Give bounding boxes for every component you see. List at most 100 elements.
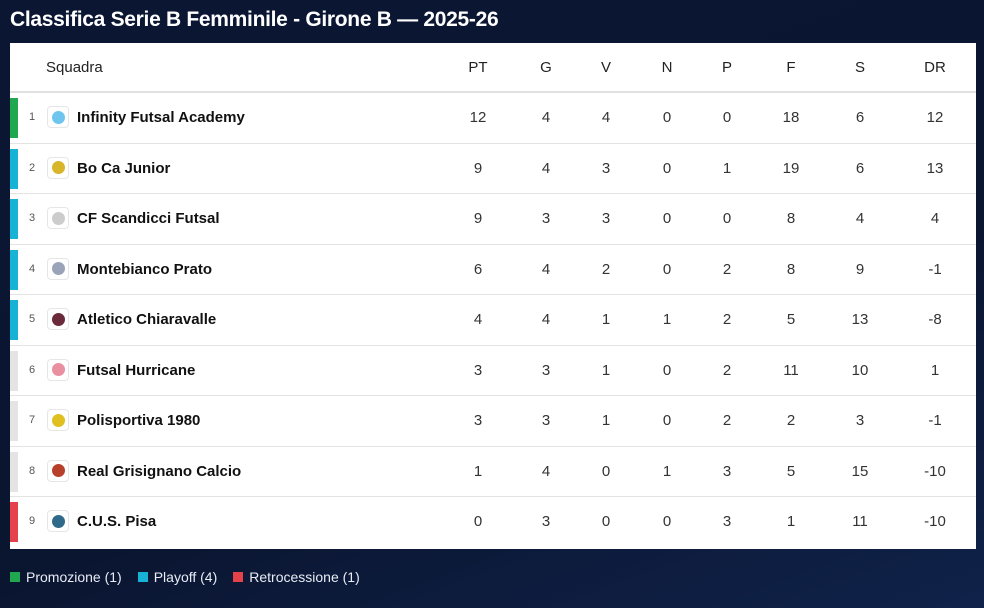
- stat-p: 1: [722, 159, 732, 177]
- stat-n: 0: [662, 159, 672, 177]
- stat-p: 2: [722, 412, 732, 429]
- team-name[interactable]: C.U.S. Pisa: [77, 513, 157, 530]
- stat-p: 3: [722, 513, 732, 530]
- stat-n: 1: [662, 311, 672, 328]
- team-name[interactable]: Bo Ca Junior: [77, 159, 171, 177]
- stat-s: 9: [855, 260, 865, 278]
- team-logo-icon: [47, 156, 69, 179]
- stat-f: 18: [782, 109, 800, 126]
- position: 2: [28, 161, 36, 174]
- stat-p: 2: [722, 311, 732, 328]
- stat-g: 4: [541, 260, 551, 278]
- team-name[interactable]: Montebianco Prato: [77, 260, 213, 278]
- stat-v: 1: [601, 361, 611, 379]
- legend-label: Promozione (1): [26, 569, 122, 585]
- team-logo-icon: [47, 308, 69, 330]
- stat-v: 2: [601, 260, 611, 278]
- stat-s: 3: [855, 412, 865, 429]
- stat-g: 4: [541, 109, 551, 126]
- stat-v: 0: [601, 513, 611, 530]
- team-name[interactable]: Polisportiva 1980: [77, 412, 201, 429]
- stat-v: 3: [601, 210, 611, 227]
- table-row[interactable]: 3 CF Scandicci Futsal 9 3 3 0 0 8 4 4: [10, 194, 976, 245]
- legend-swatch: [233, 572, 244, 582]
- stat-dr: 13: [926, 159, 944, 177]
- team-logo-icon: [47, 409, 69, 431]
- stat-f: 8: [786, 260, 796, 278]
- team-name[interactable]: CF Scandicci Futsal: [77, 210, 220, 227]
- stat-dr: 12: [926, 109, 944, 126]
- table-row[interactable]: 8 Real Grisignano Calcio 1 4 0 1 3 5 15 -10: [10, 447, 976, 497]
- position: 7: [28, 414, 36, 426]
- legend-label: Playoff (4): [153, 569, 218, 585]
- stat-dr: -1: [928, 412, 942, 429]
- zone-indicator: [10, 249, 18, 290]
- stat-f: 5: [786, 311, 796, 328]
- legend-item-retrocessione: Retrocessione (1): [233, 569, 360, 585]
- header-team[interactable]: Squadra: [46, 59, 103, 76]
- team-logo-icon: [47, 358, 69, 381]
- header-v[interactable]: V: [600, 59, 611, 76]
- stat-s: 11: [852, 513, 868, 530]
- standings-table: Squadra PT G V N P F S DR 1 Infinity Futsal Aca…: [10, 43, 976, 549]
- header-s[interactable]: S: [854, 59, 865, 76]
- team-logo-icon: [47, 459, 69, 482]
- position: 3: [28, 212, 36, 224]
- header-pt[interactable]: PT: [468, 59, 488, 76]
- table-row[interactable]: 4 Montebianco Prato 6 4 2 0 2 8 9 -1: [10, 245, 976, 295]
- stat-f: 2: [786, 412, 796, 429]
- header-dr[interactable]: DR: [924, 59, 946, 76]
- team-name[interactable]: Real Grisignano Calcio: [77, 462, 242, 480]
- stat-pt: 3: [473, 412, 483, 429]
- stat-n: 0: [662, 513, 672, 530]
- stat-n: 0: [662, 260, 672, 278]
- stat-n: 0: [662, 109, 672, 126]
- table-row[interactable]: 9 C.U.S. Pisa 0 3 0 0 3 1 11 -10: [10, 497, 976, 548]
- zone-indicator: [10, 451, 18, 492]
- header-f[interactable]: F: [786, 59, 796, 76]
- stat-p: 2: [722, 260, 732, 278]
- table-row[interactable]: 7 Polisportiva 1980 3 3 1 0 2 2 3 -1: [10, 396, 976, 447]
- stat-s: 13: [851, 311, 869, 328]
- stat-dr: -10: [924, 513, 946, 530]
- stat-pt: 6: [473, 260, 483, 278]
- stat-f: 19: [782, 159, 800, 177]
- team-logo-icon: [47, 257, 69, 280]
- stat-dr: 1: [930, 361, 940, 379]
- stat-g: 4: [541, 159, 551, 177]
- stat-f: 11: [783, 361, 799, 379]
- table-row[interactable]: 5 Atletico Chiaravalle 4 4 1 1 2 5 13 -8: [10, 295, 976, 346]
- stat-pt: 9: [473, 210, 483, 227]
- zone-indicator: [10, 148, 18, 189]
- header-p[interactable]: P: [721, 59, 732, 76]
- stat-p: 3: [722, 462, 732, 480]
- stat-g: 3: [541, 513, 551, 530]
- stat-n: 1: [662, 462, 672, 480]
- team-name[interactable]: Atletico Chiaravalle: [77, 311, 217, 328]
- legend-label: Retrocessione (1): [249, 569, 360, 585]
- legend-swatch: [137, 572, 148, 582]
- table-row[interactable]: 2 Bo Ca Junior 9 4 3 0 1 19 6 13: [10, 144, 976, 194]
- table-row[interactable]: 6 Futsal Hurricane 3 3 1 0 2 11 10 1: [10, 346, 976, 396]
- stat-dr: -1: [928, 260, 942, 278]
- team-name[interactable]: Futsal Hurricane: [77, 361, 196, 379]
- page-title: Classifica Serie B Femminile - Girone B …: [10, 8, 499, 31]
- team-logo-icon: [47, 207, 69, 229]
- table-row[interactable]: 1 Infinity Futsal Academy 12 4 4 0 0 18 6 12: [10, 93, 976, 144]
- stat-s: 15: [851, 462, 869, 480]
- stat-p: 0: [722, 109, 732, 126]
- stat-g: 4: [541, 311, 551, 328]
- header-n[interactable]: N: [661, 59, 673, 76]
- stat-dr: -10: [924, 462, 946, 480]
- stat-n: 0: [662, 361, 672, 379]
- stat-n: 0: [662, 210, 672, 227]
- zone-indicator: [10, 300, 18, 340]
- stat-v: 0: [601, 462, 611, 480]
- team-name[interactable]: Infinity Futsal Academy: [77, 109, 245, 126]
- legend-swatch: [10, 572, 20, 582]
- header-g[interactable]: G: [540, 59, 552, 76]
- legend-item-playoff: Playoff (4): [137, 569, 218, 585]
- table-header: Squadra PT G V N P F S DR: [10, 43, 976, 93]
- zone-indicator: [10, 350, 18, 391]
- position: 8: [28, 464, 36, 477]
